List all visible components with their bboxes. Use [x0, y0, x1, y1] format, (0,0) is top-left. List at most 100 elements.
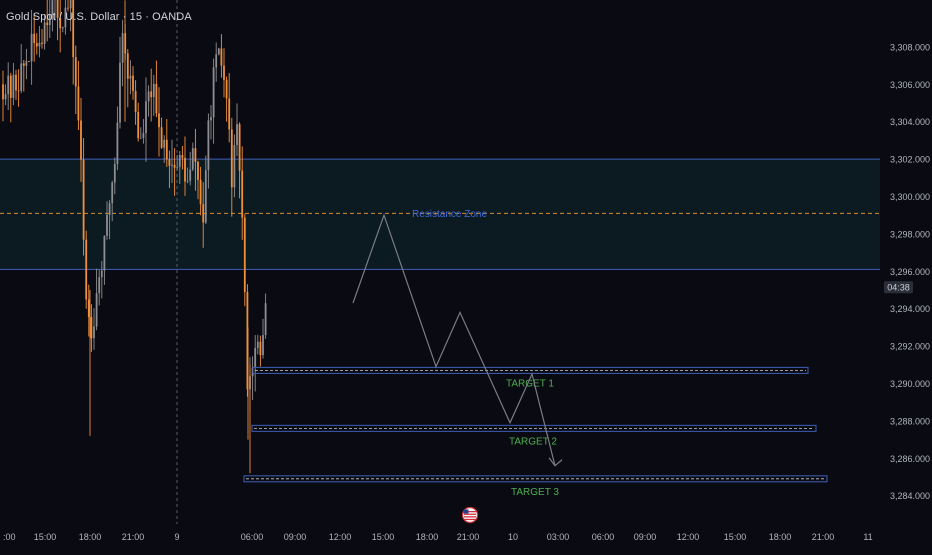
candle-body — [260, 342, 262, 355]
candle-body — [192, 148, 194, 169]
candle-body — [98, 277, 100, 293]
candle-body — [28, 61, 30, 62]
y-tick-label: 3,286.000 — [890, 454, 930, 464]
candle-body — [44, 23, 46, 44]
candle-body — [127, 53, 129, 78]
candle-body — [236, 124, 238, 145]
candle-body — [171, 165, 173, 166]
x-tick-label: 18:00 — [769, 532, 792, 542]
candle-body — [234, 145, 236, 187]
candle-body — [85, 240, 87, 300]
candle-body — [26, 61, 28, 66]
candle-body — [137, 112, 139, 138]
flag-stripe — [464, 516, 476, 517]
candle-body — [70, 0, 72, 8]
candle-body — [13, 75, 15, 98]
candle-body — [96, 293, 98, 326]
x-tick-label: 09:00 — [284, 532, 307, 542]
candle-body — [78, 86, 80, 120]
candle-body — [145, 101, 147, 133]
candle-body — [228, 98, 230, 129]
y-tick-label: 3,296.000 — [890, 267, 930, 277]
candle-body — [241, 171, 243, 218]
target-label: TARGET 3 — [511, 487, 559, 498]
candle-body — [39, 43, 41, 47]
x-tick-label: 11 — [863, 532, 872, 542]
candle-body — [244, 218, 246, 292]
x-tick-label: 15:00 — [34, 532, 57, 542]
candle-body — [202, 204, 204, 222]
candle-body — [72, 0, 74, 57]
candle-body — [210, 117, 212, 120]
candle-body — [262, 335, 264, 355]
candle-body — [169, 159, 171, 165]
candle-body — [140, 138, 142, 139]
candle-body — [257, 342, 259, 348]
candle-body — [31, 34, 33, 61]
candle-body — [88, 299, 90, 317]
flag-canton — [464, 510, 469, 514]
candle-body — [41, 43, 43, 44]
candle-body — [114, 164, 116, 183]
y-tick-label: 3,288.000 — [890, 416, 930, 426]
x-tick-label: 15:00 — [724, 532, 747, 542]
target-label: TARGET 1 — [506, 378, 554, 389]
candle — [85, 231, 87, 309]
countdown-label: 04:38 — [887, 283, 910, 293]
candle-body — [119, 63, 121, 123]
candle-body — [161, 127, 163, 147]
x-tick-label: 21:00 — [812, 532, 835, 542]
candle-body — [75, 57, 77, 86]
x-tick-label: 12:00 — [677, 532, 700, 542]
x-tick-label: 21:00 — [457, 532, 480, 542]
x-tick-label: 18:00 — [416, 532, 439, 542]
x-tick-label: 12:00 — [329, 532, 352, 542]
symbol-title: Gold Spot / U.S. Dollar · 15 · OANDA — [6, 11, 192, 23]
candle-body — [122, 33, 124, 63]
candle-body — [5, 94, 7, 99]
candle-body — [33, 34, 35, 43]
flag-stripe — [464, 514, 476, 515]
candle-body — [117, 123, 119, 164]
candle-body — [195, 148, 197, 162]
candle-body — [150, 91, 152, 97]
y-tick-label: 3,294.000 — [890, 304, 930, 314]
candle-body — [111, 183, 113, 204]
y-tick-label: 3,302.000 — [890, 155, 930, 165]
candle-body — [182, 155, 184, 158]
candle-body — [187, 181, 189, 182]
candle-body — [226, 80, 228, 99]
candle-body — [46, 23, 48, 25]
candle-body — [62, 27, 64, 28]
y-tick-label: 3,304.000 — [890, 117, 930, 127]
candle-body — [135, 91, 137, 112]
candle — [218, 48, 220, 56]
candle-body — [265, 303, 267, 335]
candle-body — [215, 54, 217, 67]
x-tick-label: 06:00 — [592, 532, 615, 542]
x-tick-label: 18:00 — [79, 532, 102, 542]
x-tick-label: 03:00 — [547, 532, 570, 542]
y-tick-label: 3,308.000 — [890, 42, 930, 52]
candle-body — [223, 66, 225, 80]
candle-body — [132, 76, 134, 91]
x-tick-label: 21:00 — [122, 532, 145, 542]
candle-body — [156, 84, 158, 114]
y-tick-label: 3,290.000 — [890, 379, 930, 389]
candle-body — [197, 162, 199, 180]
candle-body — [10, 76, 12, 98]
candle-body — [179, 155, 181, 167]
x-tick-label: :00 — [3, 532, 16, 542]
candle-body — [143, 133, 145, 138]
candle-body — [163, 140, 165, 148]
candle-body — [213, 67, 215, 117]
candle-body — [254, 348, 256, 368]
candle-body — [176, 167, 178, 168]
us-flag-icon[interactable] — [463, 508, 478, 523]
x-tick-label: 10 — [508, 532, 518, 542]
candle-body — [231, 129, 233, 187]
